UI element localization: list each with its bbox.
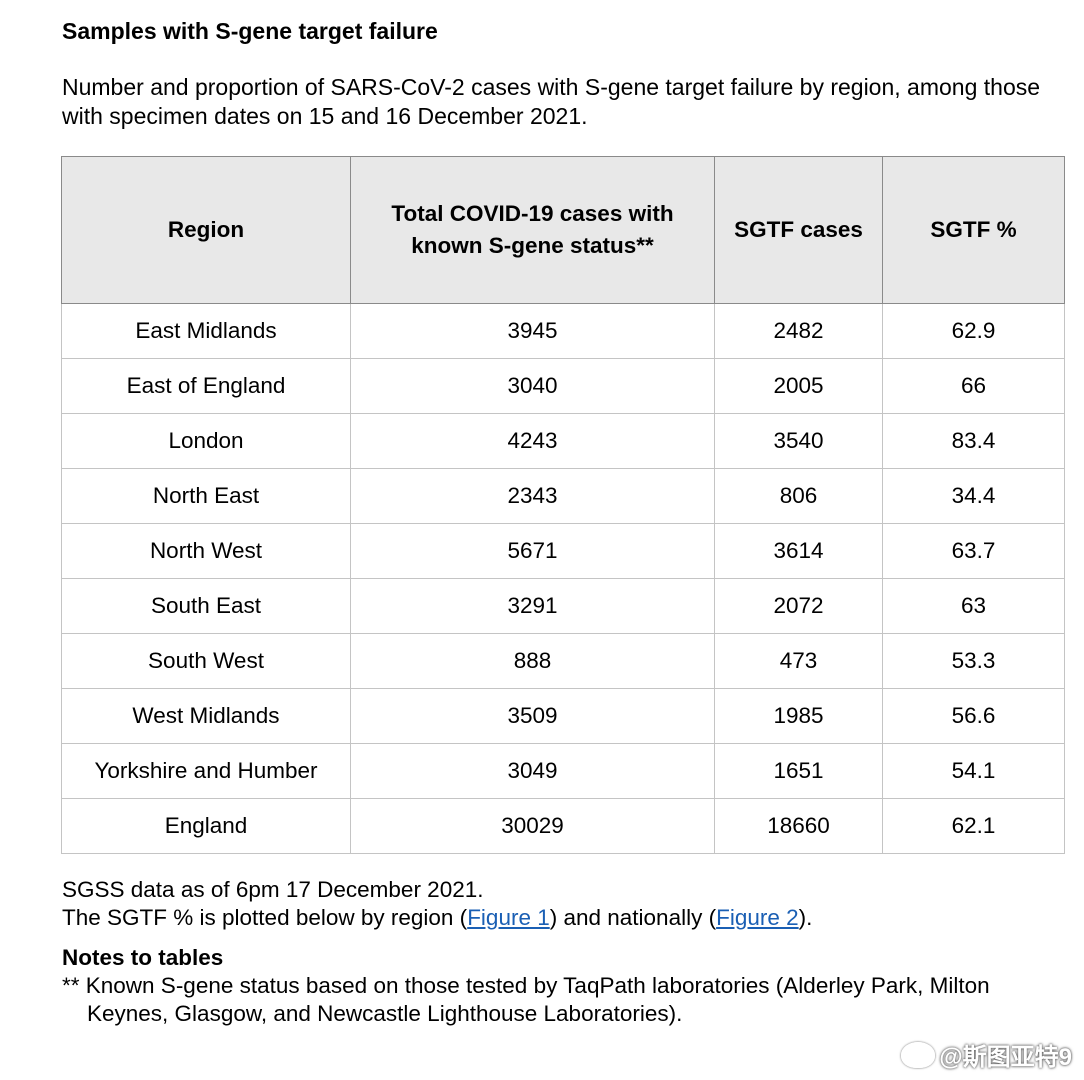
watermark: @斯图亚特9 — [901, 1037, 1072, 1072]
table-row: West Midlands 3509 1985 56.6 — [61, 688, 1065, 744]
sgtf-percent-cell: 53.3 — [882, 633, 1065, 689]
sgtf-percent-cell: 83.4 — [882, 413, 1065, 469]
total-cases-cell: 3291 — [350, 578, 715, 634]
header-sgtf-percent: SGTF % — [882, 156, 1065, 304]
weibo-logo-icon — [901, 1041, 936, 1068]
table-row: South West 888 473 53.3 — [61, 633, 1065, 689]
table-row: London 4243 3540 83.4 — [61, 413, 1065, 469]
sgtf-percent-cell: 66 — [882, 358, 1065, 414]
table-row-total: England 30029 18660 62.1 — [61, 798, 1065, 854]
sgtf-cases-cell: 3540 — [714, 413, 883, 469]
figure-reference-text: The SGTF % is plotted below by region ( — [62, 905, 468, 930]
region-cell: North West — [61, 523, 351, 579]
section-heading: Samples with S-gene target failure — [62, 18, 438, 44]
total-cases-cell: 5671 — [350, 523, 715, 579]
sgtf-cases-cell: 1651 — [714, 743, 883, 799]
table-row: South East 3291 2072 63 — [61, 578, 1065, 634]
region-cell: South East — [61, 578, 351, 634]
total-cases-cell: 30029 — [350, 798, 715, 854]
table-row: North West 5671 3614 63.7 — [61, 523, 1065, 579]
sgtf-cases-cell: 1985 — [714, 688, 883, 744]
notes-title: Notes to tables — [62, 945, 224, 970]
total-cases-cell: 2343 — [350, 468, 715, 524]
sgtf-cases-cell: 473 — [714, 633, 883, 689]
table-header-row: Region Total COVID-19 cases with known S… — [61, 156, 1065, 304]
region-cell: North East — [61, 468, 351, 524]
total-cases-cell: 4243 — [350, 413, 715, 469]
figure-1-link[interactable]: Figure 1 — [467, 905, 550, 930]
sgtf-cases-cell: 3614 — [714, 523, 883, 579]
table-footer: SGSS data as of 6pm 17 December 2021. Th… — [62, 876, 1062, 932]
table-note: ** Known S-gene status based on those te… — [62, 973, 990, 1026]
total-cases-cell: 888 — [350, 633, 715, 689]
header-sgtf-cases: SGTF cases — [714, 156, 883, 304]
region-cell: South West — [61, 633, 351, 689]
region-cell: West Midlands — [61, 688, 351, 744]
sgtf-table: Region Total COVID-19 cases with known S… — [61, 156, 1065, 854]
region-cell: London — [61, 413, 351, 469]
watermark-text: @斯图亚特9 — [939, 1044, 1072, 1071]
table-row: North East 2343 806 34.4 — [61, 468, 1065, 524]
sgtf-cases-cell: 2482 — [714, 303, 883, 359]
total-cases-cell: 3945 — [350, 303, 715, 359]
sgtf-percent-cell: 63.7 — [882, 523, 1065, 579]
table-row: East of England 3040 2005 66 — [61, 358, 1065, 414]
region-cell: East of England — [61, 358, 351, 414]
sgtf-cases-cell: 18660 — [714, 798, 883, 854]
sgtf-percent-cell: 62.1 — [882, 798, 1065, 854]
sgtf-percent-cell: 54.1 — [882, 743, 1065, 799]
sgtf-percent-cell: 62.9 — [882, 303, 1065, 359]
figure-reference-text: ). — [798, 905, 813, 930]
table-row: Yorkshire and Humber 3049 1651 54.1 — [61, 743, 1065, 799]
total-cases-cell: 3049 — [350, 743, 715, 799]
sgtf-cases-cell: 2072 — [714, 578, 883, 634]
data-source-note: SGSS data as of 6pm 17 December 2021. — [62, 877, 484, 902]
sgtf-percent-cell: 34.4 — [882, 468, 1065, 524]
region-cell: Yorkshire and Humber — [61, 743, 351, 799]
figure-reference: The SGTF % is plotted below by region (F… — [62, 904, 1062, 932]
total-cases-cell: 3040 — [350, 358, 715, 414]
sgtf-percent-cell: 56.6 — [882, 688, 1065, 744]
intro-paragraph: Number and proportion of SARS-CoV-2 case… — [62, 74, 1041, 129]
region-cell: England — [61, 798, 351, 854]
figure-2-link[interactable]: Figure 2 — [716, 905, 799, 930]
region-cell: East Midlands — [61, 303, 351, 359]
sgtf-cases-cell: 2005 — [714, 358, 883, 414]
header-total-cases: Total COVID-19 cases with known S-gene s… — [350, 156, 715, 304]
header-region: Region — [61, 156, 351, 304]
sgtf-cases-cell: 806 — [714, 468, 883, 524]
total-cases-cell: 3509 — [350, 688, 715, 744]
figure-reference-text: ) and nationally ( — [549, 905, 717, 930]
sgtf-percent-cell: 63 — [882, 578, 1065, 634]
table-row: East Midlands 3945 2482 62.9 — [61, 303, 1065, 359]
